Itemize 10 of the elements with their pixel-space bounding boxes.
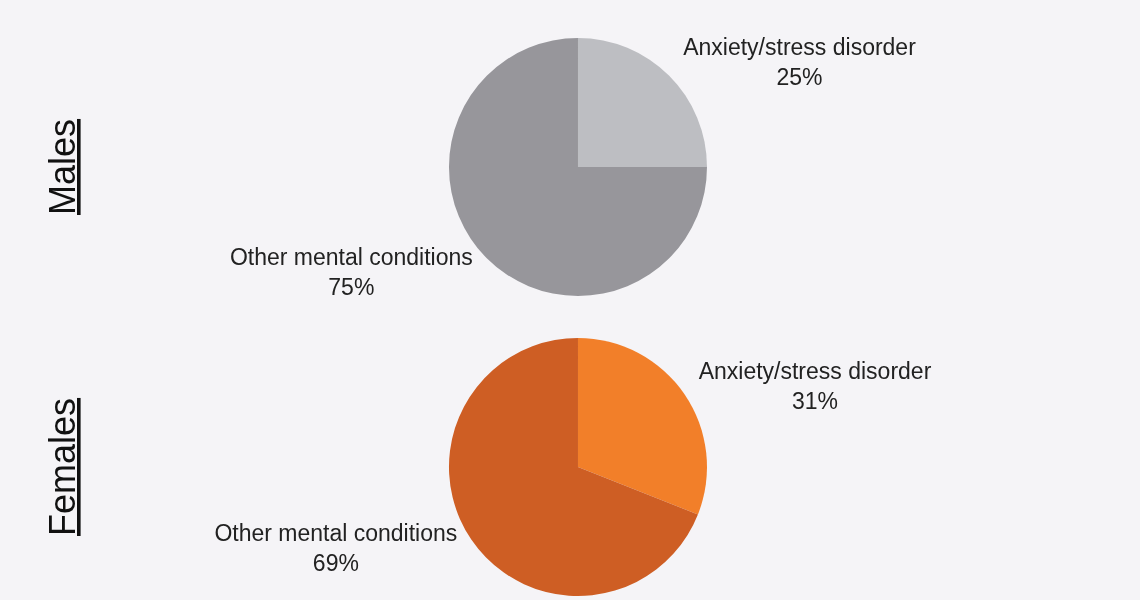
data-label: 31%: [791, 387, 838, 414]
data-label: 75%: [328, 274, 375, 301]
text: Males: [42, 118, 83, 215]
text: Females: [42, 397, 83, 536]
data-label: 69%: [312, 550, 359, 577]
slice-label: Other mental conditions: [229, 244, 473, 271]
slice-label: Other mental conditions: [214, 520, 458, 547]
slice-label: Anxiety/stress disorder: [683, 33, 917, 60]
slice-label: Anxiety/stress disorder: [698, 357, 932, 384]
data-label: 25%: [776, 63, 823, 90]
